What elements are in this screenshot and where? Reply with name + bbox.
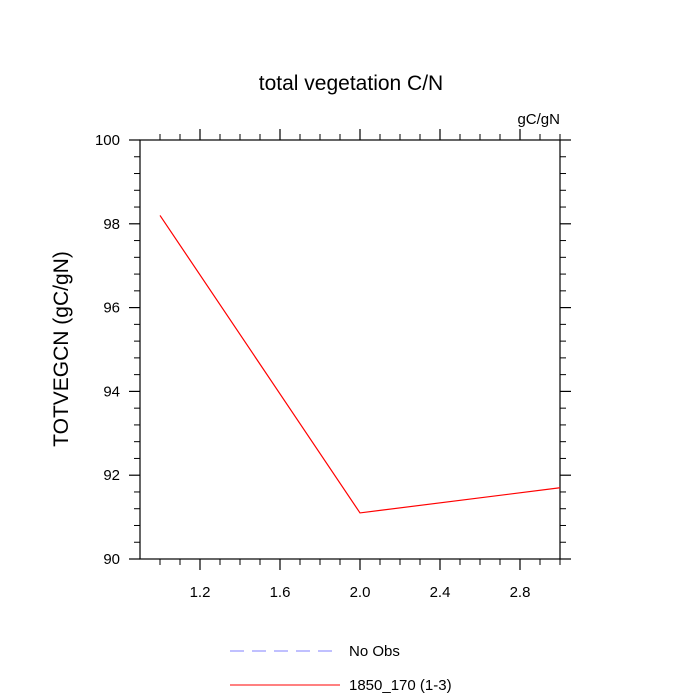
x-tick-label: 2.8 xyxy=(510,584,531,601)
legend-label: 1850_170 (1-3) xyxy=(349,677,452,694)
x-tick-label: 1.6 xyxy=(270,584,291,601)
y-tick-label: 96 xyxy=(103,300,120,317)
plot-layer: 1.2 1.6 2.0 2.4 2.8 90 92 94 96 98 100 xyxy=(95,129,571,601)
legend: No Obs 1850_170 (1-3) xyxy=(230,643,452,694)
y-tick-label: 92 xyxy=(103,467,120,484)
x-tick-label: 2.0 xyxy=(350,584,371,601)
y-tick-label: 98 xyxy=(103,216,120,233)
units-label: gC/gN xyxy=(517,111,560,128)
y-axis-label: TOTVEGCN (gC/gN) xyxy=(50,251,73,447)
plot-frame xyxy=(139,139,561,560)
y-tick-label: 94 xyxy=(103,383,120,400)
y-tick-label: 100 xyxy=(95,132,120,149)
series-line xyxy=(159,215,561,514)
chart-title: total vegetation C/N xyxy=(259,72,443,95)
x-tick-label: 1.2 xyxy=(190,584,211,601)
legend-label: No Obs xyxy=(349,643,400,660)
y-tick-label: 90 xyxy=(103,551,120,568)
x-tick-label: 2.4 xyxy=(430,584,451,601)
